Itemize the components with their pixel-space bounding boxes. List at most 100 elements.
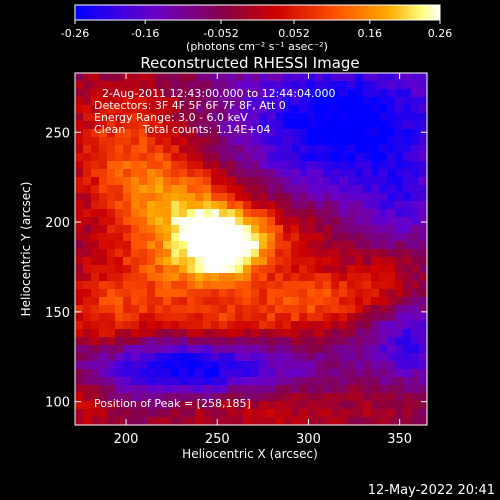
heatmap-cell: [379, 73, 388, 82]
heatmap-cell: [195, 121, 204, 130]
heatmap-cell: [195, 313, 204, 322]
heatmap-cell: [331, 257, 340, 266]
heatmap-cell: [395, 281, 404, 290]
heatmap-cell: [139, 113, 148, 122]
heatmap-cell: [235, 353, 244, 362]
heatmap-cell: [339, 81, 348, 90]
heatmap-cell: [347, 409, 356, 418]
heatmap-cell: [227, 89, 236, 98]
heatmap-cell: [147, 329, 156, 338]
heatmap-cell: [163, 209, 172, 218]
heatmap-cell: [275, 249, 284, 258]
heatmap-cell: [299, 321, 308, 330]
heatmap-cell: [107, 321, 116, 330]
heatmap-cell: [339, 393, 348, 402]
heatmap-cell: [195, 361, 204, 370]
heatmap-cell: [171, 97, 180, 106]
heatmap-cell: [251, 353, 260, 362]
heatmap-cell: [299, 417, 308, 426]
heatmap-cell: [163, 401, 172, 410]
heatmap-cell: [339, 73, 348, 82]
heatmap-cell: [291, 217, 300, 226]
heatmap-cell: [163, 337, 172, 346]
heatmap-cell: [171, 121, 180, 130]
heatmap-cell: [155, 377, 164, 386]
heatmap-cell: [155, 249, 164, 258]
heatmap-cell: [339, 401, 348, 410]
heatmap-cell: [115, 209, 124, 218]
heatmap-cell: [347, 377, 356, 386]
heatmap-cell: [99, 321, 108, 330]
heatmap-cell: [331, 353, 340, 362]
heatmap-cell: [131, 345, 140, 354]
heatmap-cell: [123, 345, 132, 354]
annotation-detectors: Detectors: 3F 4F 5F 6F 7F 8F, Att 0: [94, 99, 286, 112]
heatmap-cell: [107, 81, 116, 90]
heatmap-cell: [99, 361, 108, 370]
heatmap-cell: [91, 169, 100, 178]
heatmap-cell: [155, 369, 164, 378]
heatmap-cell: [171, 353, 180, 362]
heatmap-cell: [267, 313, 276, 322]
heatmap-cell: [251, 313, 260, 322]
heatmap-cell: [331, 417, 340, 426]
heatmap-cell: [403, 209, 412, 218]
heatmap-cell: [299, 193, 308, 202]
heatmap-cell: [291, 337, 300, 346]
heatmap-cell: [363, 225, 372, 234]
heatmap-cell: [275, 401, 284, 410]
heatmap-cell: [75, 137, 84, 146]
heatmap-cell: [267, 401, 276, 410]
heatmap-cell: [123, 257, 132, 266]
heatmap-cell: [235, 241, 244, 250]
heatmap-cell: [195, 249, 204, 258]
heatmap-cell: [99, 329, 108, 338]
heatmap-cell: [99, 305, 108, 314]
heatmap-cell: [331, 89, 340, 98]
heatmap-cell: [179, 81, 188, 90]
heatmap-cell: [331, 153, 340, 162]
heatmap-cell: [107, 161, 116, 170]
heatmap-cell: [187, 361, 196, 370]
heatmap-cell: [179, 233, 188, 242]
heatmap-cell: [107, 409, 116, 418]
heatmap-cell: [171, 225, 180, 234]
heatmap-cell: [267, 145, 276, 154]
heatmap-cell: [275, 169, 284, 178]
heatmap-cell: [371, 321, 380, 330]
heatmap-cell: [107, 185, 116, 194]
heatmap-cell: [387, 137, 396, 146]
heatmap-cell: [259, 273, 268, 282]
heatmap-cell: [347, 145, 356, 154]
heatmap-cell: [379, 217, 388, 226]
heatmap-cell: [395, 265, 404, 274]
heatmap-cell: [331, 281, 340, 290]
heatmap-cell: [291, 369, 300, 378]
heatmap-cell: [267, 305, 276, 314]
heatmap-cell: [347, 177, 356, 186]
heatmap-cell: [147, 377, 156, 386]
heatmap-cell: [307, 241, 316, 250]
heatmap-cell: [147, 225, 156, 234]
heatmap-cell: [379, 233, 388, 242]
heatmap-cell: [147, 97, 156, 106]
heatmap-cell: [283, 337, 292, 346]
heatmap-cell: [411, 217, 420, 226]
heatmap-cell: [259, 313, 268, 322]
heatmap-cell: [123, 409, 132, 418]
heatmap-cell: [91, 281, 100, 290]
heatmap-cell: [107, 385, 116, 394]
heatmap-cell: [403, 321, 412, 330]
heatmap-cell: [179, 193, 188, 202]
heatmap-cell: [315, 249, 324, 258]
heatmap-cell: [187, 369, 196, 378]
heatmap-cell: [123, 185, 132, 194]
heatmap-cell: [195, 241, 204, 250]
heatmap-cell: [219, 401, 228, 410]
heatmap-cell: [131, 361, 140, 370]
heatmap-cell: [195, 145, 204, 154]
heatmap-cell: [419, 401, 428, 410]
heatmap-cell: [211, 137, 220, 146]
heatmap-cell: [355, 337, 364, 346]
heatmap-cell: [387, 233, 396, 242]
